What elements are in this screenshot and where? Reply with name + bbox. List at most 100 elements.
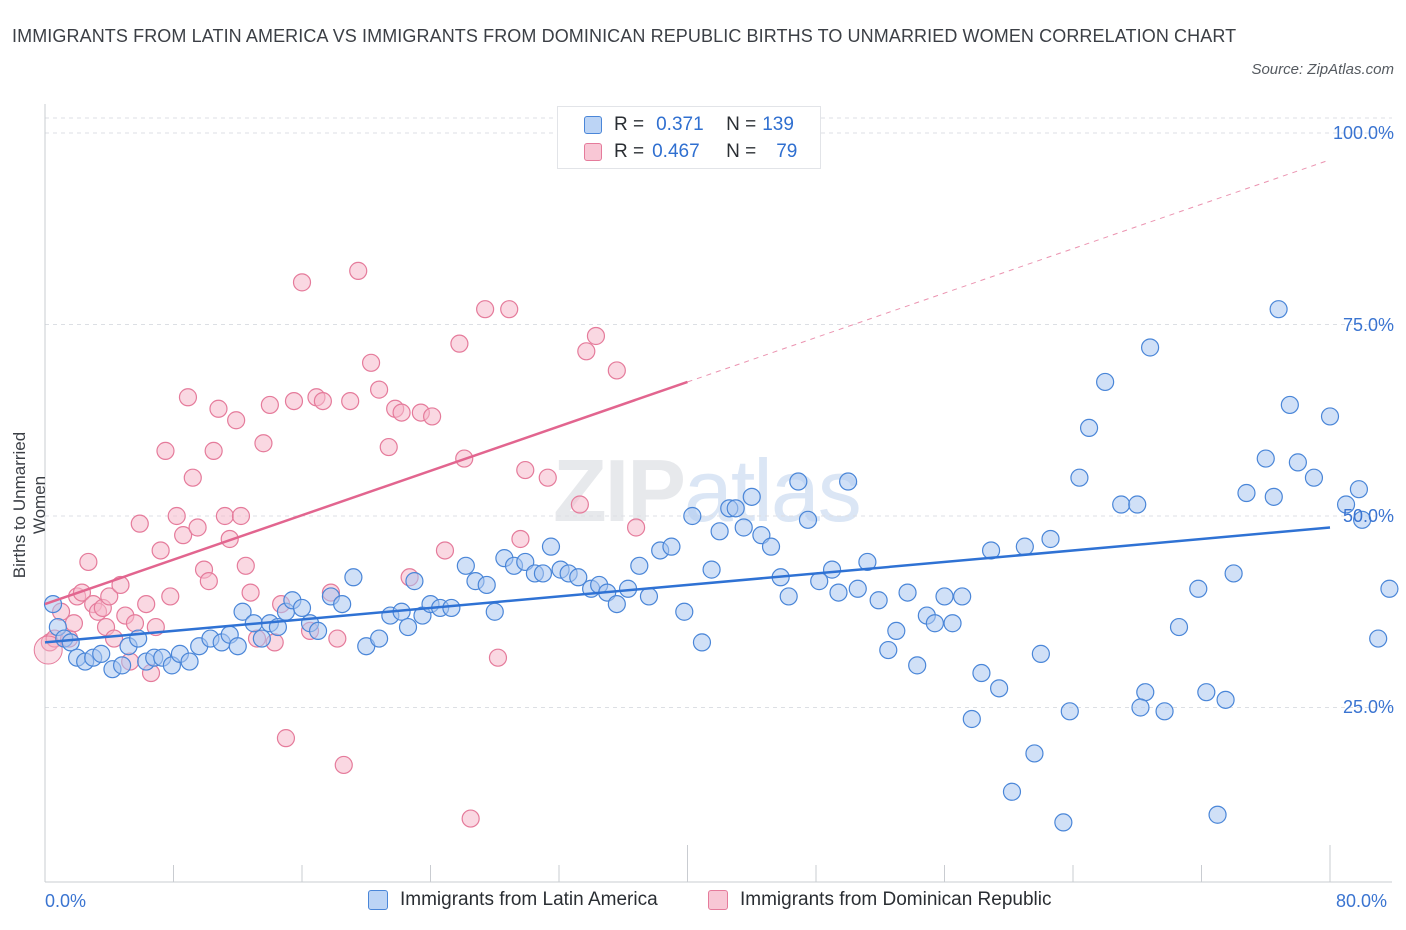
data-point — [990, 679, 1009, 698]
data-point — [344, 568, 363, 587]
data-point — [1349, 480, 1369, 499]
blue-swatch — [584, 116, 602, 134]
data-point — [1060, 702, 1079, 721]
data-point — [450, 334, 469, 353]
data-point — [485, 602, 504, 621]
data-point — [1155, 702, 1174, 721]
data-point — [236, 556, 255, 575]
data-point — [392, 403, 411, 422]
data-point — [798, 510, 818, 529]
axes — [44, 104, 1392, 883]
data-point — [227, 411, 246, 430]
data-point — [887, 621, 906, 641]
data-point — [215, 506, 234, 526]
legend-item-latin-america[interactable]: Immigrants from Latin America — [368, 889, 658, 911]
data-point — [630, 556, 649, 575]
data-point — [456, 556, 475, 575]
data-point — [1264, 487, 1283, 506]
data-point — [1288, 453, 1307, 472]
data-point — [1380, 579, 1399, 598]
data-point — [461, 809, 480, 828]
data-point — [726, 499, 745, 518]
data-point — [1369, 629, 1388, 648]
data-point — [511, 529, 530, 549]
data-point — [761, 537, 781, 556]
data-point — [398, 617, 418, 637]
data-point — [477, 575, 496, 595]
data-point — [858, 552, 877, 572]
legend-label: Immigrants from Dominican Republic — [740, 889, 1052, 910]
legend-row-dominican-republic: R = 0.467 N = 79 — [584, 139, 797, 165]
watermark-light: atlas — [683, 441, 862, 540]
data-point — [1025, 744, 1044, 763]
data-point — [925, 614, 944, 633]
data-point — [231, 506, 251, 526]
data-point — [370, 629, 389, 648]
data-point — [370, 380, 389, 399]
chart-title: IMMIGRANTS FROM LATIN AMERICA VS IMMIGRA… — [12, 26, 1237, 46]
data-point — [79, 552, 98, 572]
data-point — [569, 568, 588, 587]
data-point — [879, 640, 898, 660]
data-point — [64, 614, 84, 633]
data-point — [702, 560, 721, 579]
data-point — [500, 300, 519, 319]
data-point — [1216, 690, 1235, 709]
watermark: ZIPatlas — [553, 440, 862, 542]
r-value: 0.467 — [652, 141, 700, 162]
data-point — [180, 652, 199, 671]
data-point — [1140, 338, 1160, 357]
data-point — [1197, 683, 1216, 702]
y-tick-label: 50.0% — [1342, 506, 1394, 526]
data-point — [151, 541, 170, 560]
data-point — [174, 526, 193, 545]
data-point — [1304, 468, 1324, 487]
data-point — [488, 648, 508, 667]
data-point — [1128, 495, 1147, 514]
legend-item-dominican-republic[interactable]: Immigrants from Dominican Republic — [708, 889, 1052, 911]
data-point — [943, 614, 962, 633]
data-point — [1353, 510, 1372, 529]
trend-extension-dominican-republic — [687, 159, 1331, 383]
data-point — [161, 587, 180, 606]
trend-lines — [44, 159, 1331, 644]
data-point — [1320, 407, 1340, 426]
data-point — [476, 300, 495, 319]
data-point — [1031, 644, 1050, 663]
data-point — [822, 560, 842, 579]
data-point — [188, 518, 207, 537]
data-point — [423, 407, 442, 426]
data-point — [1224, 564, 1243, 583]
data-point — [1131, 698, 1150, 717]
data-point — [935, 587, 954, 606]
pink-swatch — [708, 890, 728, 910]
data-point — [167, 506, 186, 526]
data-point — [1079, 418, 1099, 438]
data-point — [869, 591, 888, 610]
data-point — [341, 392, 360, 411]
x-tick-label: 80.0% — [1336, 891, 1388, 911]
data-point — [1280, 395, 1299, 415]
data-point — [1169, 617, 1189, 637]
data-point — [252, 629, 271, 648]
data-point — [1002, 782, 1022, 801]
data-point — [662, 537, 681, 556]
data-point — [308, 621, 328, 641]
data-point — [199, 572, 218, 591]
data-point — [241, 583, 260, 602]
data-point — [953, 587, 972, 606]
data-point — [112, 656, 132, 675]
data-point — [292, 273, 312, 292]
data-point — [742, 487, 761, 506]
data-point — [1208, 805, 1227, 824]
series-legend: Immigrants from Latin America Immigrants… — [0, 889, 1406, 915]
data-point — [100, 587, 119, 606]
r-value: 0.371 — [656, 114, 704, 135]
data-point — [1336, 495, 1356, 514]
data-point — [435, 541, 455, 560]
data-point — [972, 663, 991, 683]
data-point — [1256, 449, 1275, 468]
data-point — [379, 437, 398, 457]
legend-label: Immigrants from Latin America — [400, 889, 658, 910]
data-point — [204, 441, 223, 460]
